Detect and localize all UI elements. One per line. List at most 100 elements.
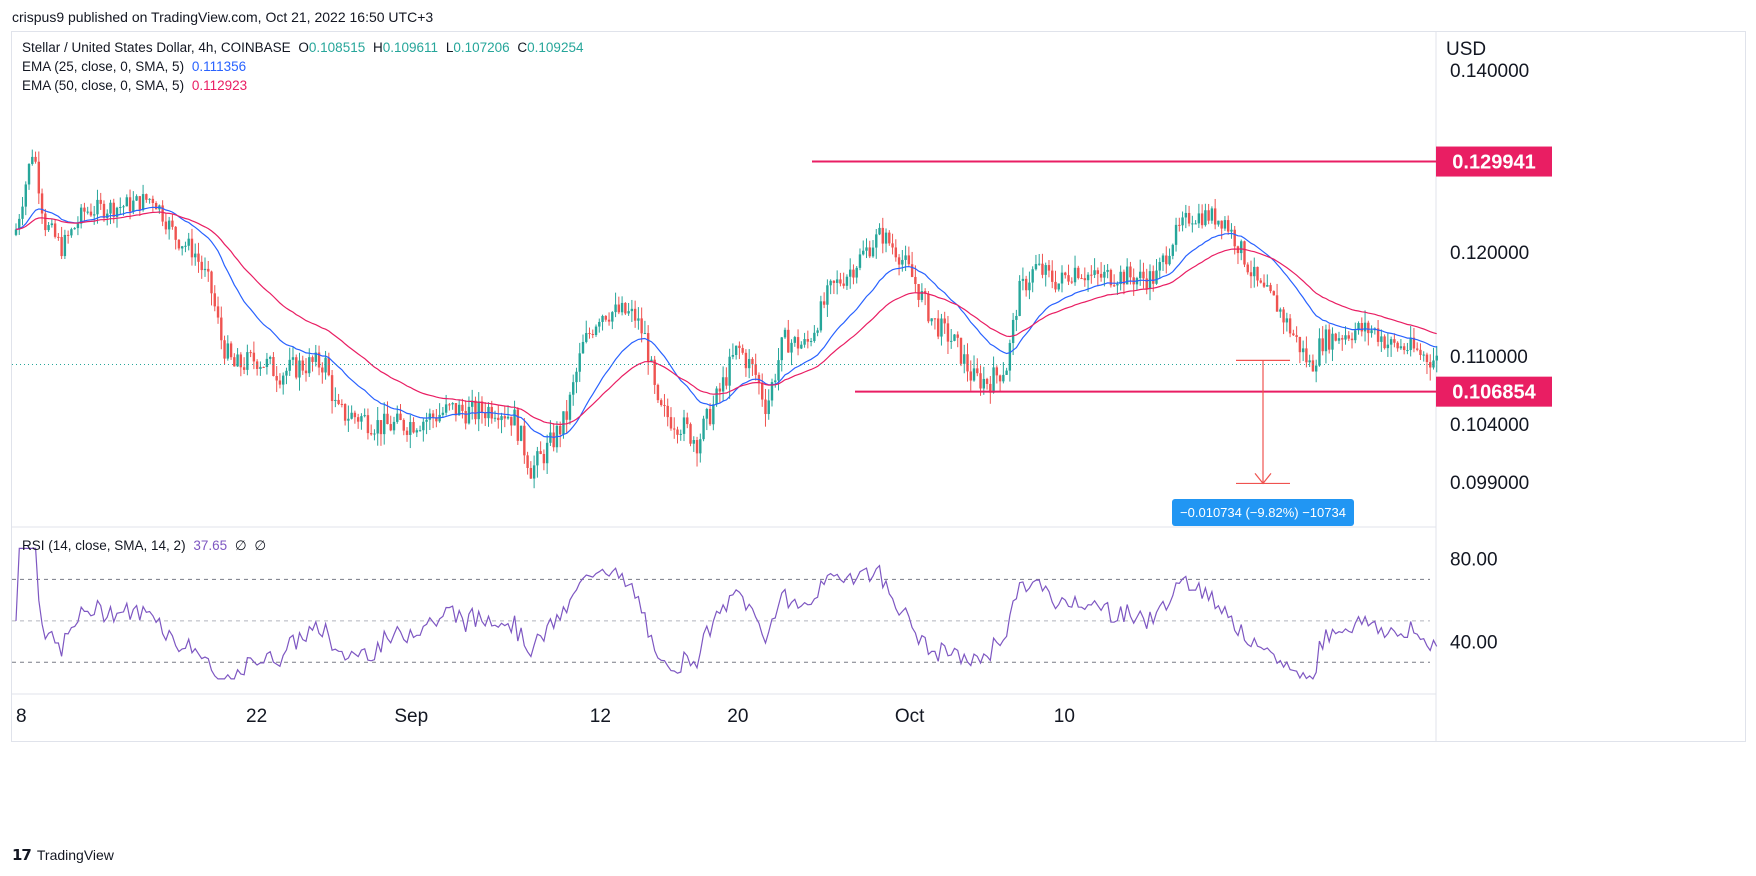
- candle-body: [614, 304, 617, 313]
- candle-body: [177, 239, 181, 249]
- candle-body: [154, 202, 158, 210]
- candle-body: [633, 308, 637, 321]
- footer[interactable]: 𝟭𝟳 TradingView: [12, 846, 114, 864]
- ema25-legend[interactable]: EMA (25, close, 0, SMA, 5) 0.111356: [22, 59, 250, 74]
- candle-body: [360, 416, 363, 422]
- ema25-line: [15, 206, 1437, 439]
- candle-body: [568, 394, 572, 420]
- candle-body: [829, 280, 832, 286]
- candle-body: [340, 403, 344, 405]
- candle-body: [1119, 271, 1122, 285]
- ema50-legend[interactable]: EMA (50, close, 0, SMA, 5) 0.112923: [22, 78, 251, 93]
- candle-body: [985, 378, 989, 384]
- candle-body: [1402, 346, 1406, 351]
- candle-body: [1047, 265, 1051, 271]
- candle-body: [894, 247, 898, 258]
- candle-body: [581, 341, 585, 354]
- candle-body: [585, 333, 588, 342]
- ema50-value: 0.112923: [191, 78, 248, 93]
- candle-body: [780, 337, 783, 361]
- candle-body: [1129, 266, 1132, 278]
- candle-body: [1210, 208, 1214, 221]
- candle-body: [712, 404, 715, 425]
- candle-body: [1152, 271, 1155, 284]
- candle-body: [1341, 338, 1344, 340]
- candle-body: [63, 234, 67, 257]
- candle-body: [708, 408, 712, 425]
- candle-body: [1256, 266, 1259, 281]
- candle-body: [47, 225, 50, 231]
- candle-body: [1415, 348, 1419, 350]
- high-value: H0.109611: [372, 40, 439, 55]
- candle-body: [1298, 336, 1302, 353]
- candle-body: [1207, 210, 1210, 221]
- candle-body: [295, 357, 298, 378]
- candle-body: [822, 301, 826, 305]
- candle-body: [643, 333, 647, 335]
- candle-body: [246, 352, 249, 370]
- candle-body: [956, 334, 959, 338]
- candle-body: [60, 237, 63, 257]
- candle-body: [412, 422, 415, 433]
- symbol-legend: Stellar / United States Dollar, 4h, COIN…: [22, 40, 587, 55]
- candle-body: [1194, 223, 1197, 225]
- candle-body: [1099, 273, 1103, 278]
- low-value: L0.107206: [445, 40, 510, 55]
- candle-body: [1429, 362, 1432, 368]
- candle-body: [89, 211, 93, 216]
- candle-body: [73, 228, 76, 230]
- candle-body: [226, 343, 230, 359]
- candle-body: [920, 291, 924, 300]
- candle-body: [1080, 278, 1083, 280]
- candle-body: [611, 312, 614, 322]
- candle-body: [343, 403, 347, 421]
- resistance-price-tag: [1436, 146, 1552, 177]
- rsi-na-2: ∅: [254, 538, 267, 553]
- candle-body: [907, 255, 911, 265]
- candle-body: [467, 406, 471, 424]
- footer-brand: TradingView: [36, 847, 114, 863]
- candle-body: [637, 318, 640, 321]
- candle-body: [666, 405, 669, 418]
- candle-body: [1090, 274, 1093, 276]
- rsi-legend[interactable]: RSI (14, close, SMA, 14, 2) 37.65 ∅ ∅: [22, 538, 270, 554]
- candle-body: [220, 317, 223, 341]
- rsi-pane: [12, 547, 1438, 680]
- candle-body: [558, 425, 562, 435]
- candle-body: [321, 367, 324, 373]
- candle-body: [1158, 262, 1161, 271]
- candle-body: [83, 207, 86, 212]
- candle-body: [474, 400, 477, 420]
- candle-body: [705, 408, 709, 419]
- candle-body: [1314, 365, 1318, 372]
- candle-body: [1155, 270, 1158, 284]
- candle-body: [878, 227, 881, 235]
- candle-body: [1393, 339, 1396, 343]
- candle-body: [461, 404, 464, 411]
- candle-body: [695, 440, 699, 454]
- candle-body: [1357, 323, 1360, 331]
- candle-body: [1344, 335, 1347, 340]
- candle-body: [135, 196, 138, 201]
- candle-body: [523, 425, 526, 456]
- candle-body: [601, 315, 604, 322]
- candle-body: [744, 352, 748, 369]
- price-tick-label: 0.099000: [1450, 473, 1529, 494]
- candle-body: [1389, 339, 1393, 345]
- candle-body: [418, 430, 422, 432]
- candle-body: [57, 236, 60, 238]
- candle-body: [663, 405, 666, 407]
- candle-body: [565, 411, 568, 420]
- candle-body: [132, 200, 135, 212]
- candle-body: [1034, 264, 1038, 270]
- candle-body: [282, 375, 285, 385]
- candle-body: [669, 417, 673, 429]
- candle-body: [431, 413, 435, 418]
- candle-body: [415, 430, 419, 433]
- candle-body: [327, 357, 331, 376]
- candle-body: [630, 308, 634, 312]
- candle-body: [1213, 208, 1217, 225]
- candle-body: [532, 465, 536, 479]
- candle-body: [239, 354, 243, 368]
